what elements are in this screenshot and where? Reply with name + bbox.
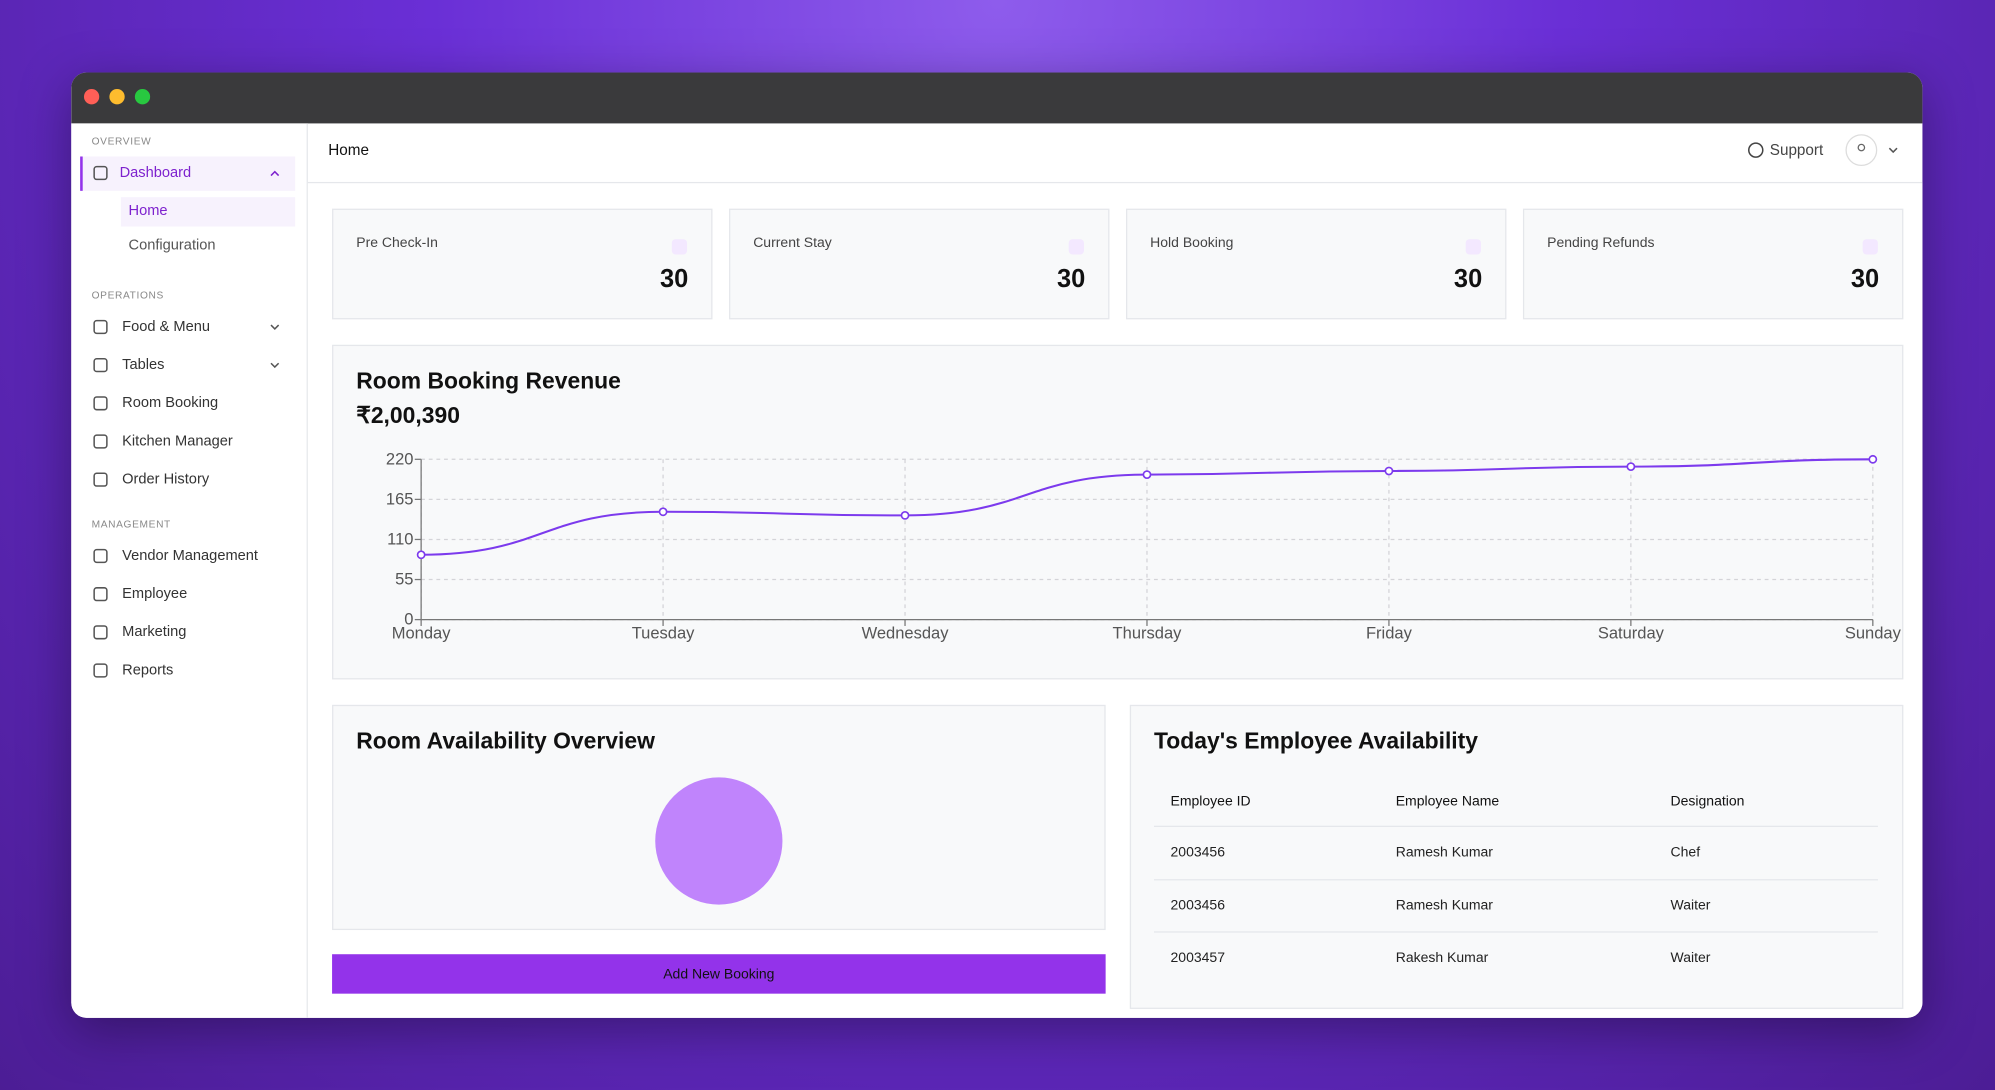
- nav-item[interactable]: Reports: [122, 662, 174, 679]
- minimize-dot[interactable]: [109, 89, 125, 105]
- chart-title: Room Availability Overview: [356, 728, 655, 754]
- header: [307, 123, 1923, 184]
- row-divider: [1153, 878, 1878, 880]
- row-divider: [1153, 825, 1878, 827]
- sub-nav-item[interactable]: Home: [128, 203, 168, 219]
- title-bar: [71, 72, 1923, 124]
- sub-nav-active: [120, 197, 296, 227]
- nav-item[interactable]: Room Booking: [122, 395, 219, 411]
- section-title: OPERATIONS: [91, 289, 164, 301]
- row-divider: [1153, 931, 1878, 933]
- stat-icon: [1465, 239, 1481, 255]
- add-booking-button[interactable]: [332, 954, 1106, 994]
- stat-icon: [1068, 239, 1084, 255]
- stat-value: 30: [660, 265, 689, 294]
- stat-card: [332, 208, 713, 320]
- nav-item[interactable]: Employee: [122, 586, 188, 602]
- section-title: OVERVIEW: [91, 135, 152, 147]
- table-card: [1129, 704, 1904, 1009]
- table-cell: Waiter: [1670, 950, 1711, 966]
- nav-item-active: [80, 156, 296, 191]
- button-label[interactable]: Add New Booking: [663, 966, 775, 983]
- chart-title: Room Booking Revenue: [356, 368, 621, 394]
- close-dot[interactable]: [83, 89, 100, 105]
- column-header: Designation: [1670, 793, 1745, 810]
- nav-item[interactable]: Dashboard: [119, 165, 192, 181]
- sidebar: [71, 123, 308, 1018]
- stat-card: [1522, 208, 1904, 320]
- sub-nav-item[interactable]: Configuration: [128, 237, 216, 254]
- stat-icon: [1862, 239, 1878, 255]
- table-cell: Chef: [1670, 844, 1701, 861]
- nav-item[interactable]: Kitchen Manager: [122, 433, 233, 450]
- stat-icon: [671, 239, 688, 255]
- table-cell: Rakesh Kumar: [1395, 950, 1489, 966]
- nav-item[interactable]: Marketing: [122, 624, 187, 640]
- column-header: Employee Name: [1395, 793, 1500, 810]
- stat-card: [729, 208, 1110, 320]
- chart-subtitle: ₹2,00,390: [356, 402, 460, 429]
- section-title: MANAGEMENT: [91, 518, 171, 530]
- table-cell: 2003456: [1170, 897, 1226, 913]
- stat-value: 30: [1850, 265, 1880, 294]
- table-title: Today's Employee Availability: [1153, 728, 1479, 754]
- stat-label: Hold Booking: [1150, 235, 1234, 251]
- stat-label: Current Stay: [753, 235, 832, 251]
- table-cell: 2003457: [1170, 950, 1226, 966]
- nav-item[interactable]: Food & Menu: [122, 319, 210, 335]
- stat-label: Pending Refunds: [1547, 235, 1655, 251]
- table-cell: Waiter: [1670, 897, 1711, 913]
- table-cell: Ramesh Kumar: [1395, 897, 1493, 913]
- stat-value: 30: [1453, 265, 1483, 294]
- maximize-dot[interactable]: [134, 89, 151, 105]
- nav-item[interactable]: Order History: [122, 472, 210, 488]
- breadcrumb: Home: [328, 141, 369, 160]
- stat-value: 30: [1056, 265, 1086, 294]
- stat-card: [1125, 208, 1507, 320]
- table-cell: 2003456: [1170, 844, 1226, 861]
- nav-item[interactable]: Vendor Management: [122, 548, 258, 564]
- stat-label: Pre Check-In: [356, 235, 438, 251]
- nav-item[interactable]: Tables: [122, 357, 165, 373]
- table-cell: Ramesh Kumar: [1395, 844, 1493, 861]
- support-link[interactable]: Support: [1769, 141, 1824, 160]
- column-header: Employee ID: [1170, 793, 1251, 810]
